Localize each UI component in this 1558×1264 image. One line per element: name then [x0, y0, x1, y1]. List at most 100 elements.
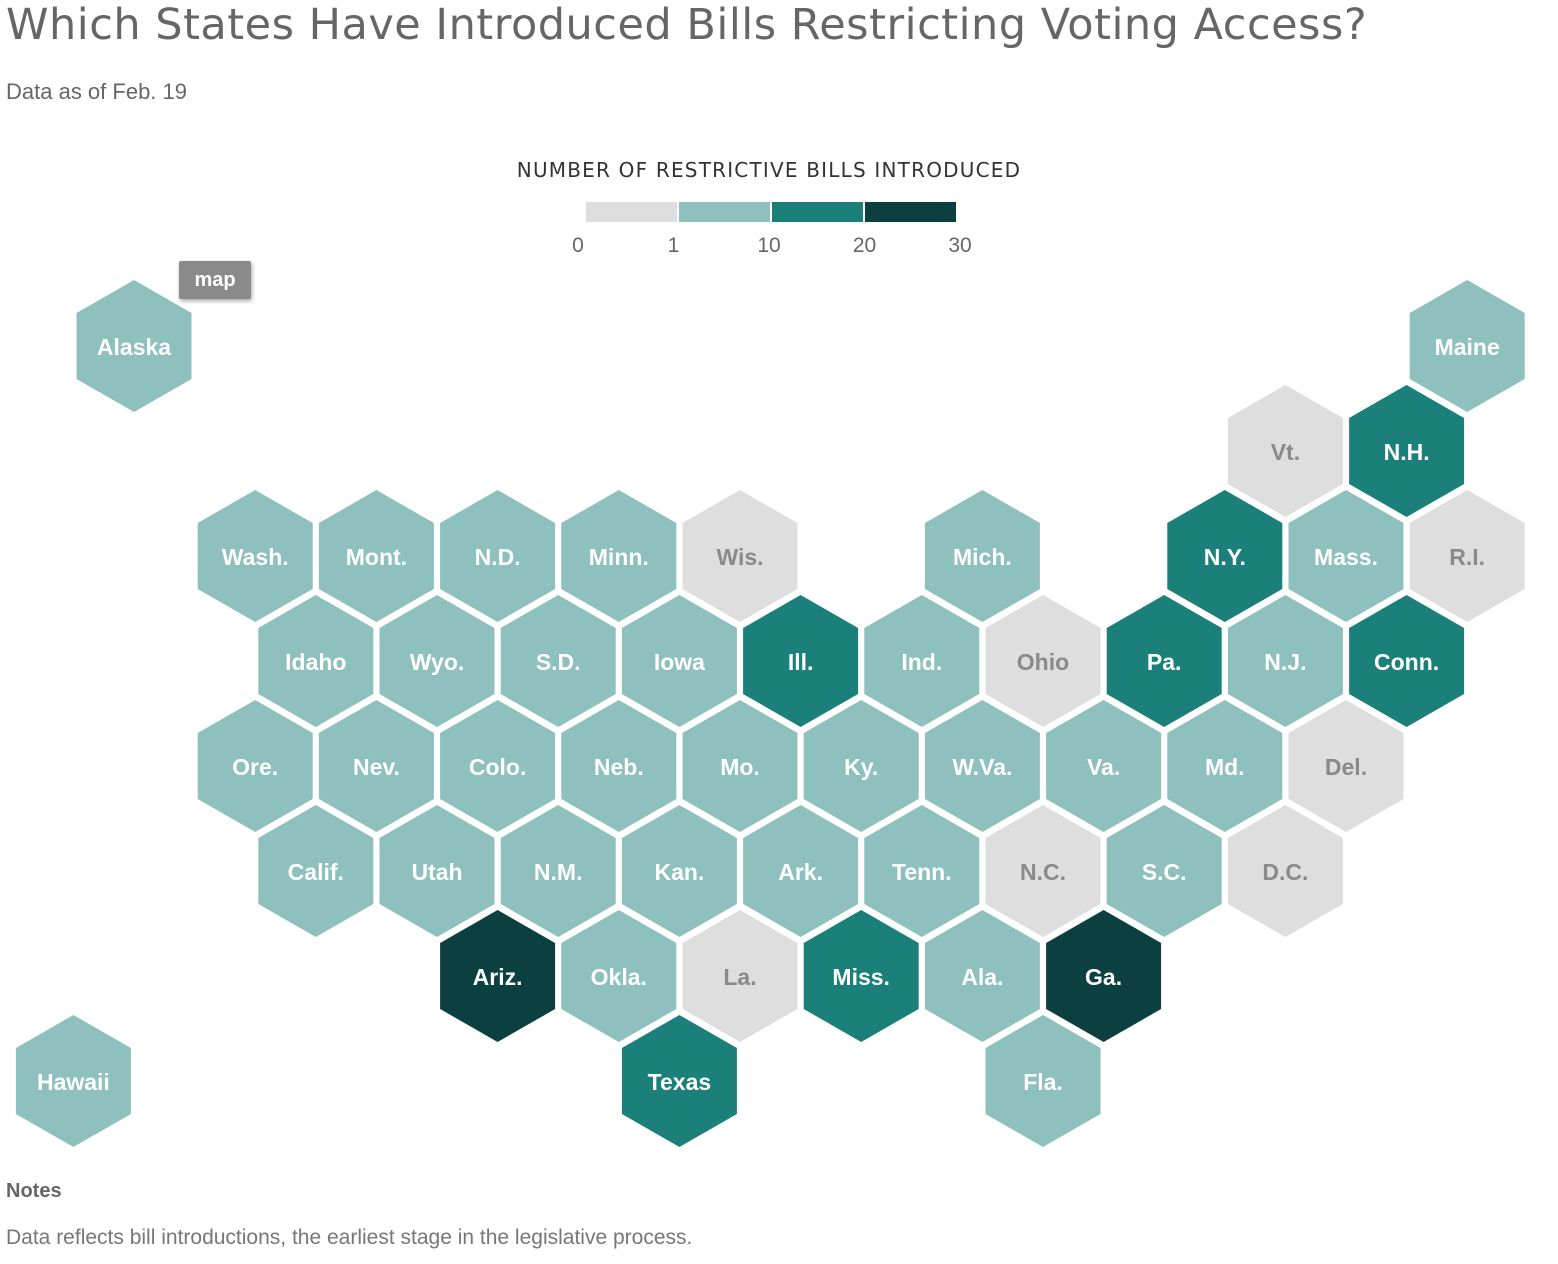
state-hex-shape[interactable] — [1227, 595, 1343, 727]
state-hex[interactable]: Ohio — [985, 595, 1101, 727]
state-hex-shape[interactable] — [318, 700, 434, 832]
state-hex[interactable]: Ark. — [743, 805, 859, 937]
state-hex[interactable]: Kan. — [621, 805, 737, 937]
state-hex[interactable]: Miss. — [803, 910, 919, 1042]
state-hex[interactable]: Mass. — [1288, 490, 1404, 622]
state-hex[interactable]: N.M. — [500, 805, 616, 937]
state-hex-shape[interactable] — [682, 700, 798, 832]
state-hex-shape[interactable] — [864, 805, 980, 937]
state-hex-shape[interactable] — [76, 280, 192, 412]
state-hex[interactable]: R.I. — [1409, 490, 1525, 622]
state-hex-shape[interactable] — [924, 700, 1040, 832]
state-hex-shape[interactable] — [1167, 700, 1283, 832]
state-hex[interactable]: S.D. — [500, 595, 616, 727]
state-hex-shape[interactable] — [1227, 385, 1343, 517]
state-hex-shape[interactable] — [197, 700, 313, 832]
state-hex-shape[interactable] — [1349, 385, 1465, 517]
state-hex[interactable]: Md. — [1167, 700, 1283, 832]
state-hex-shape[interactable] — [743, 805, 859, 937]
state-hex-shape[interactable] — [440, 490, 556, 622]
state-hex[interactable]: Utah — [379, 805, 495, 937]
state-hex[interactable]: Neb. — [561, 700, 677, 832]
state-hex-shape[interactable] — [985, 595, 1101, 727]
state-hex-shape[interactable] — [500, 595, 616, 727]
state-hex-shape[interactable] — [318, 490, 434, 622]
state-hex-shape[interactable] — [682, 910, 798, 1042]
state-hex-shape[interactable] — [985, 1015, 1101, 1147]
state-hex-shape[interactable] — [864, 595, 980, 727]
state-hex[interactable]: N.H. — [1349, 385, 1465, 517]
state-hex-shape[interactable] — [621, 1015, 737, 1147]
state-hex-shape[interactable] — [500, 805, 616, 937]
state-hex-shape[interactable] — [1409, 280, 1525, 412]
state-hex-shape[interactable] — [379, 595, 495, 727]
state-hex[interactable]: Minn. — [561, 490, 677, 622]
state-hex-shape[interactable] — [1288, 700, 1404, 832]
state-hex-shape[interactable] — [15, 1015, 131, 1147]
map-toggle-button[interactable]: map — [179, 261, 251, 299]
state-hex[interactable]: Calif. — [258, 805, 374, 937]
state-hex[interactable]: Mich. — [924, 490, 1040, 622]
state-hex[interactable]: La. — [682, 910, 798, 1042]
state-hex-shape[interactable] — [440, 700, 556, 832]
state-hex[interactable]: Fla. — [985, 1015, 1101, 1147]
state-hex[interactable]: Wyo. — [379, 595, 495, 727]
state-hex[interactable]: N.D. — [440, 490, 556, 622]
state-hex[interactable]: Ky. — [803, 700, 919, 832]
state-hex[interactable]: Ga. — [1046, 910, 1162, 1042]
state-hex[interactable]: Pa. — [1106, 595, 1222, 727]
state-hex[interactable]: Okla. — [561, 910, 677, 1042]
state-hex-shape[interactable] — [561, 700, 677, 832]
state-hex-shape[interactable] — [743, 595, 859, 727]
state-hex-shape[interactable] — [1288, 490, 1404, 622]
state-hex-shape[interactable] — [258, 805, 374, 937]
state-hex-shape[interactable] — [621, 805, 737, 937]
state-hex-shape[interactable] — [1167, 490, 1283, 622]
state-hex[interactable]: Vt. — [1227, 385, 1343, 517]
state-hex[interactable]: Iowa — [621, 595, 737, 727]
state-hex-shape[interactable] — [440, 910, 556, 1042]
state-hex-shape[interactable] — [1409, 490, 1525, 622]
state-hex[interactable]: Alaska — [76, 280, 192, 412]
state-hex-shape[interactable] — [621, 595, 737, 727]
state-hex[interactable]: Maine — [1409, 280, 1525, 412]
state-hex[interactable]: Ariz. — [440, 910, 556, 1042]
state-hex[interactable]: Wis. — [682, 490, 798, 622]
state-hex-shape[interactable] — [197, 490, 313, 622]
state-hex[interactable]: N.J. — [1227, 595, 1343, 727]
state-hex[interactable]: Conn. — [1349, 595, 1465, 727]
state-hex[interactable]: Mont. — [318, 490, 434, 622]
state-hex[interactable]: Idaho — [258, 595, 374, 727]
state-hex[interactable]: Ala. — [924, 910, 1040, 1042]
state-hex-shape[interactable] — [1349, 595, 1465, 727]
state-hex[interactable]: Ore. — [197, 700, 313, 832]
state-hex[interactable]: S.C. — [1106, 805, 1222, 937]
state-hex-shape[interactable] — [1046, 910, 1162, 1042]
state-hex[interactable]: Hawaii — [15, 1015, 131, 1147]
state-hex[interactable]: Texas — [621, 1015, 737, 1147]
state-hex-shape[interactable] — [924, 490, 1040, 622]
state-hex-shape[interactable] — [803, 910, 919, 1042]
state-hex[interactable]: D.C. — [1227, 805, 1343, 937]
state-hex[interactable]: Ind. — [864, 595, 980, 727]
state-hex-shape[interactable] — [1106, 595, 1222, 727]
state-hex-shape[interactable] — [1046, 700, 1162, 832]
state-hex[interactable]: Del. — [1288, 700, 1404, 832]
state-hex-shape[interactable] — [985, 805, 1101, 937]
state-hex-shape[interactable] — [561, 490, 677, 622]
state-hex-shape[interactable] — [1227, 805, 1343, 937]
state-hex-shape[interactable] — [379, 805, 495, 937]
state-hex[interactable]: Ill. — [743, 595, 859, 727]
state-hex[interactable]: Wash. — [197, 490, 313, 622]
state-hex-shape[interactable] — [561, 910, 677, 1042]
state-hex[interactable]: N.Y. — [1167, 490, 1283, 622]
state-hex[interactable]: Colo. — [440, 700, 556, 832]
state-hex-shape[interactable] — [258, 595, 374, 727]
state-hex[interactable]: Mo. — [682, 700, 798, 832]
state-hex-shape[interactable] — [1106, 805, 1222, 937]
state-hex-shape[interactable] — [803, 700, 919, 832]
state-hex-shape[interactable] — [924, 910, 1040, 1042]
state-hex[interactable]: Va. — [1046, 700, 1162, 832]
state-hex[interactable]: N.C. — [985, 805, 1101, 937]
state-hex-shape[interactable] — [682, 490, 798, 622]
